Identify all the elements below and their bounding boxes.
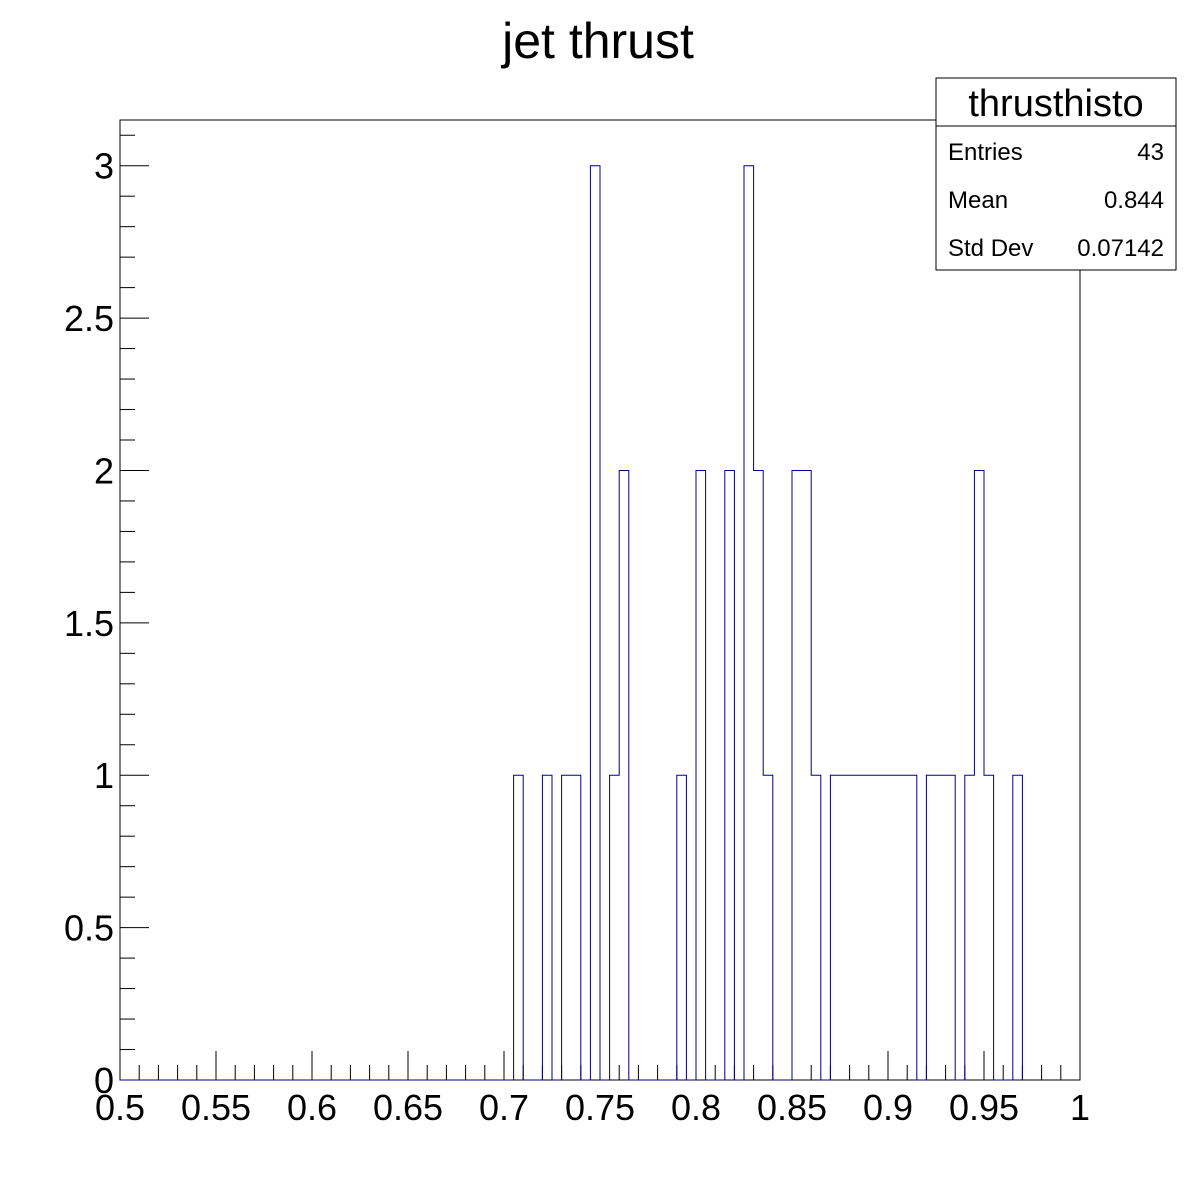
histogram-bin bbox=[562, 775, 572, 1080]
histogram-bin bbox=[571, 775, 581, 1080]
x-tick-label: 0.7 bbox=[479, 1087, 529, 1128]
x-tick-label: 0.5 bbox=[95, 1087, 145, 1128]
histogram-bin bbox=[965, 775, 975, 1080]
stats-box-title: thrusthisto bbox=[968, 83, 1143, 125]
histogram-bin bbox=[696, 470, 706, 1080]
y-tick-label: 1.5 bbox=[64, 603, 114, 644]
histogram-bin bbox=[792, 470, 802, 1080]
stats-entries-value: 43 bbox=[1137, 139, 1164, 166]
histogram-bin bbox=[840, 775, 850, 1080]
stats-mean-label: Mean bbox=[948, 187, 1008, 214]
histogram-bin bbox=[898, 775, 908, 1080]
histogram-bin bbox=[542, 775, 552, 1080]
histogram-bin bbox=[946, 775, 956, 1080]
histogram-bin bbox=[677, 775, 687, 1080]
histogram-bin bbox=[830, 775, 840, 1080]
x-axis-ticks: 0.5 0.55 0.6 0.65 0.7 0.75 0.8 0.85 0.9 0.95 1 bbox=[95, 1051, 1090, 1128]
x-tick-label: 0.75 bbox=[565, 1087, 635, 1128]
x-tick-label: 0.9 bbox=[863, 1087, 913, 1128]
histogram-bin bbox=[936, 775, 946, 1080]
stats-box: thrusthisto Entries 43 Mean 0.844 Std De… bbox=[935, 77, 1177, 271]
stats-mean-value: 0.844 bbox=[1104, 187, 1164, 214]
histogram-outline bbox=[120, 165, 1023, 1081]
y-tick-label: 1 bbox=[94, 755, 114, 796]
histogram-bin bbox=[869, 775, 879, 1080]
histogram-bin bbox=[725, 470, 735, 1080]
histogram-bin bbox=[619, 470, 629, 1080]
histogram-bin bbox=[811, 775, 821, 1080]
y-tick-label: 0 bbox=[94, 1060, 114, 1101]
histogram-bin bbox=[802, 470, 812, 1080]
y-tick-label: 3 bbox=[94, 146, 114, 187]
histogram-bin bbox=[984, 775, 994, 1080]
stats-stddev-value: 0.07142 bbox=[1077, 235, 1164, 262]
stats-box-frame bbox=[935, 77, 1177, 271]
histogram-bin bbox=[514, 775, 524, 1080]
histogram-bin bbox=[754, 470, 764, 1080]
x-tick-label: 0.6 bbox=[287, 1087, 337, 1128]
chart-title: jet thrust bbox=[500, 13, 694, 69]
y-tick-label: 0.5 bbox=[64, 908, 114, 949]
histogram-bin bbox=[907, 775, 917, 1080]
histogram-bin bbox=[926, 775, 936, 1080]
y-tick-label: 2 bbox=[94, 450, 114, 491]
histogram-bin bbox=[744, 166, 754, 1080]
histogram-bin bbox=[590, 166, 600, 1080]
stats-entries-label: Entries bbox=[948, 139, 1023, 166]
histogram-bin bbox=[850, 775, 860, 1080]
y-axis-ticks: 0 0.5 1 1.5 2 2.5 3 bbox=[64, 134, 149, 1101]
histogram-bin bbox=[610, 775, 620, 1080]
stats-stddev-label: Std Dev bbox=[948, 235, 1033, 262]
x-tick-label: 0.55 bbox=[181, 1087, 251, 1128]
histogram-bin bbox=[888, 775, 898, 1080]
histogram-bin bbox=[859, 775, 869, 1080]
y-tick-label: 2.5 bbox=[64, 298, 114, 339]
histogram-bin bbox=[763, 775, 773, 1080]
x-tick-label: 0.65 bbox=[373, 1087, 443, 1128]
histogram-bin bbox=[1013, 775, 1023, 1080]
histogram-bin bbox=[974, 470, 984, 1080]
x-tick-label: 0.95 bbox=[949, 1087, 1019, 1128]
x-tick-label: 1 bbox=[1070, 1087, 1090, 1128]
histogram-bin bbox=[878, 775, 888, 1080]
x-tick-label: 0.85 bbox=[757, 1087, 827, 1128]
x-tick-label: 0.8 bbox=[671, 1087, 721, 1128]
